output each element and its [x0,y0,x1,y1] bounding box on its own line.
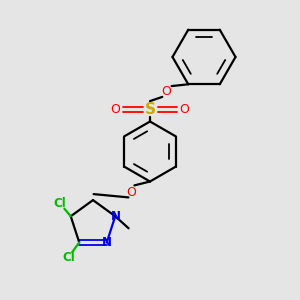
Text: S: S [145,102,155,117]
Text: O: O [162,85,171,98]
Text: Cl: Cl [54,197,67,210]
Text: Cl: Cl [62,251,75,264]
Text: N: N [111,210,121,223]
Text: O: O [180,103,189,116]
Text: N: N [102,236,112,249]
Text: O: O [111,103,120,116]
Text: O: O [127,185,136,199]
